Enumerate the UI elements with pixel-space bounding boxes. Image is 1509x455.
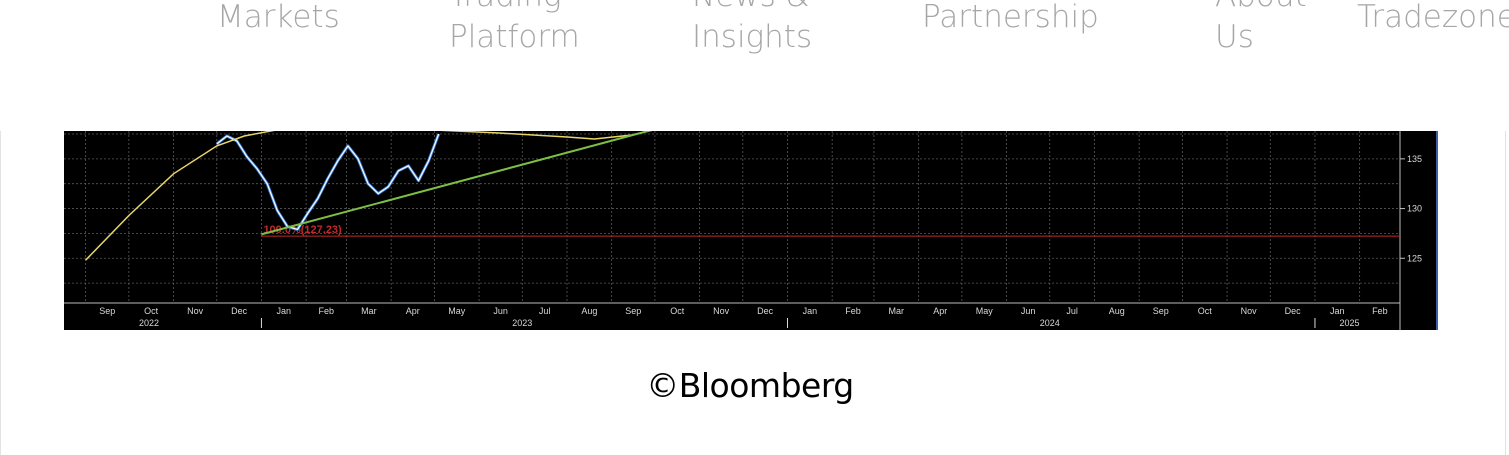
x-tick-label: Dec [757, 306, 774, 316]
x-tick-label: May [976, 306, 994, 316]
nav-item-news-insights[interactable]: News & Insights [692, 0, 812, 58]
price-chart: Sep Oct Nov Dec Jan Feb Mar Apr May Jun Jul Aug Sep O… [64, 131, 1438, 330]
price-series-line [216, 133, 440, 231]
x-tick-label: Dec [1285, 306, 1302, 316]
price-chart-svg: Sep Oct Nov Dec Jan Feb Mar Apr May Jun Jul Aug Sep O… [64, 131, 1438, 330]
x-tick-label: Apr [406, 306, 420, 316]
nav-item-about-us[interactable]: About Us [1215, 0, 1307, 58]
x-tick-label: Nov [187, 306, 204, 316]
main-navigation: Markets Trading Platform News & Insights… [0, 0, 1509, 80]
moving-average-line [85, 131, 653, 261]
x-tick-label: Feb [845, 306, 861, 316]
x-tick-label: Dec [231, 306, 248, 316]
nav-item-label: Tradezone [1357, 0, 1509, 35]
x-tick-label: Jan [277, 306, 292, 316]
x-tick-label: Jun [493, 306, 508, 316]
nav-item-trading-platform[interactable]: Trading Platform [449, 0, 580, 58]
x-tick-label: Apr [933, 306, 947, 316]
price-series-shadow [215, 133, 441, 231]
x-tick-label: Mar [361, 306, 377, 316]
x-tick-label: Aug [1109, 306, 1125, 316]
nav-item-label: Markets [217, 0, 340, 35]
y-tick-label: 135 [1407, 154, 1422, 164]
x-tick-label: Nov [713, 306, 730, 316]
x-year-label: 2024 [1040, 318, 1060, 328]
nav-item-tradezone[interactable]: Tradezone [1357, 0, 1509, 38]
x-year-label: 2022 [139, 318, 159, 328]
y-tick-label: 125 [1407, 253, 1422, 263]
x-tick-label: Jun [1021, 306, 1036, 316]
x-tick-label: Jan [803, 306, 818, 316]
nav-item-label: Insights [692, 19, 813, 55]
y-tick-label: 130 [1407, 204, 1422, 214]
x-tick-label: Oct [1198, 306, 1213, 316]
x-tick-label: Oct [144, 306, 159, 316]
retracement-label: 100.0%(127.23) [263, 224, 342, 236]
left-edge-rule [0, 131, 1, 455]
x-tick-label: Feb [1372, 306, 1388, 316]
right-edge-rule [1505, 131, 1506, 455]
nav-item-label: Partnership [922, 0, 1099, 35]
x-tick-label: Nov [1241, 306, 1258, 316]
nav-item-label: Trading [449, 0, 580, 17]
trendline [261, 131, 652, 236]
nav-item-markets[interactable]: Markets [217, 0, 340, 38]
nav-item-label: Us [1215, 19, 1254, 55]
nav-item-partnership[interactable]: Partnership [922, 0, 1099, 38]
x-tick-label: Oct [670, 306, 685, 316]
x-tick-label: Feb [319, 306, 335, 316]
nav-item-label: About [1215, 0, 1307, 17]
x-tick-label: Sep [1153, 306, 1169, 316]
nav-item-label: News & [692, 0, 812, 17]
x-tick-label: Aug [581, 306, 597, 316]
nav-item-label: Platform [449, 19, 580, 55]
x-tick-label: Jul [1066, 306, 1078, 316]
x-tick-label: Jul [539, 306, 551, 316]
x-tick-label: Sep [99, 306, 115, 316]
x-year-label: 2025 [1340, 318, 1360, 328]
x-tick-label: May [448, 306, 466, 316]
x-tick-label: Jan [1330, 306, 1345, 316]
x-year-label: 2023 [512, 318, 532, 328]
x-tick-label: Sep [625, 306, 641, 316]
chart-source-caption: ©Bloomberg [646, 366, 854, 405]
x-tick-label: Mar [889, 306, 905, 316]
